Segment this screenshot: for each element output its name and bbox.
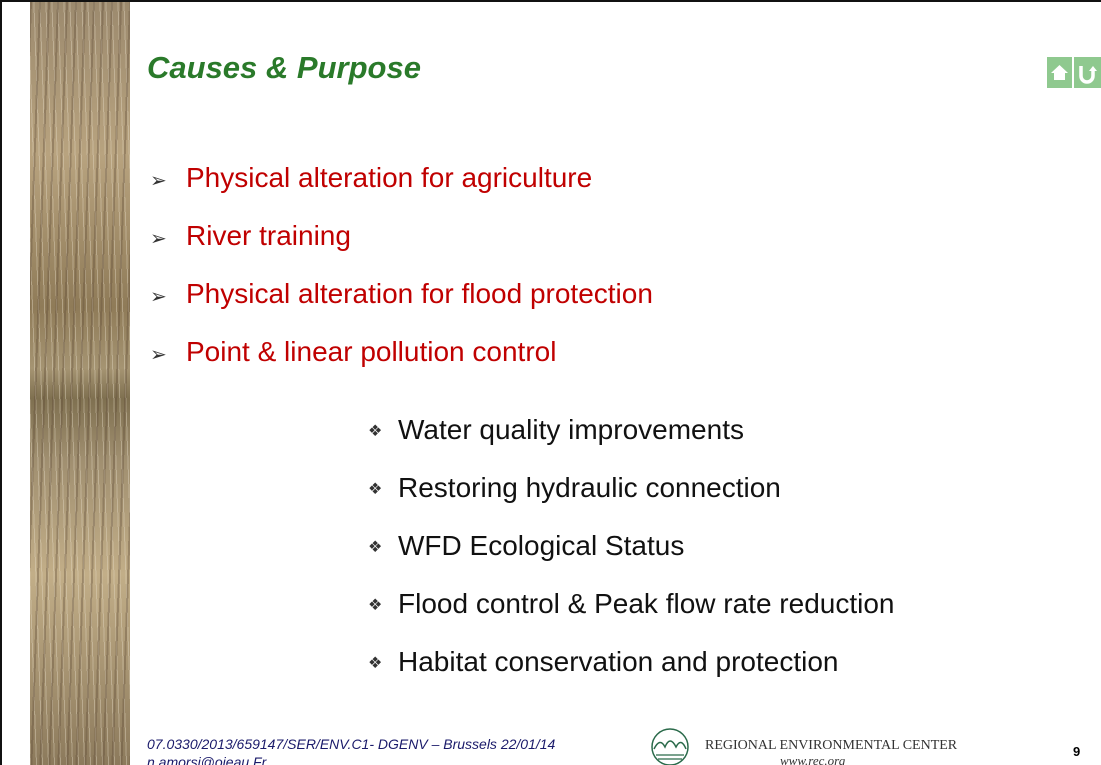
bullet-marker: ➢: [150, 342, 186, 367]
return-icon: [1074, 57, 1101, 88]
title: Causes & Purpose: [147, 50, 421, 86]
footer-reference: 07.0330/2013/659147/SER/ENV.C1- DGENV – …: [147, 736, 555, 752]
bullet-marker: ❖: [368, 479, 398, 499]
bullet-text: WFD Ecological Status: [398, 530, 684, 561]
bullet: ➢Physical alteration for flood protectio…: [150, 278, 653, 310]
side-image: [30, 2, 130, 765]
slide: Causes & Purpose ➢Physical alteration fo…: [0, 0, 1101, 765]
bullet-text: Physical alteration for flood protection: [186, 278, 653, 309]
bullet: ➢River training: [150, 220, 351, 252]
bullet-text: River training: [186, 220, 351, 251]
bullet-text: Point & linear pollution control: [186, 336, 556, 367]
sub-bullet: ❖Restoring hydraulic connection: [368, 472, 781, 504]
bullet-marker: ➢: [150, 168, 186, 193]
organization: REGIONAL ENVIRONMENTAL CENTER: [705, 738, 957, 754]
sub-bullet: ❖Flood control & Peak flow rate reductio…: [368, 588, 894, 620]
bullet-marker: ❖: [368, 537, 398, 557]
footer-email: n.amorsi@oieau.Fr: [147, 754, 266, 765]
bullet: ➢Point & linear pollution control: [150, 336, 556, 368]
bullet-text: Physical alteration for agriculture: [186, 162, 592, 193]
bullet-marker: ➢: [150, 226, 186, 251]
bullet-text: Flood control & Peak flow rate reduction: [398, 588, 894, 619]
bullet-marker: ❖: [368, 595, 398, 615]
bullet-text: Restoring hydraulic connection: [398, 472, 781, 503]
home-button[interactable]: [1047, 57, 1072, 88]
sub-bullet: ❖Water quality improvements: [368, 414, 744, 446]
sub-bullet: ❖Habitat conservation and protection: [368, 646, 839, 678]
logo: [648, 727, 692, 765]
bullet-marker: ❖: [368, 653, 398, 673]
bullet-marker: ➢: [150, 284, 186, 309]
bullet-text: Habitat conservation and protection: [398, 646, 839, 677]
bullet-text: Water quality improvements: [398, 414, 744, 445]
page-number: 9: [1073, 744, 1080, 759]
return-button[interactable]: [1074, 57, 1101, 88]
bullet: ➢Physical alteration for agriculture: [150, 162, 592, 194]
home-icon: [1047, 57, 1072, 88]
website: www.rec.org: [780, 753, 845, 765]
bullet-marker: ❖: [368, 421, 398, 441]
sub-bullet: ❖WFD Ecological Status: [368, 530, 684, 562]
